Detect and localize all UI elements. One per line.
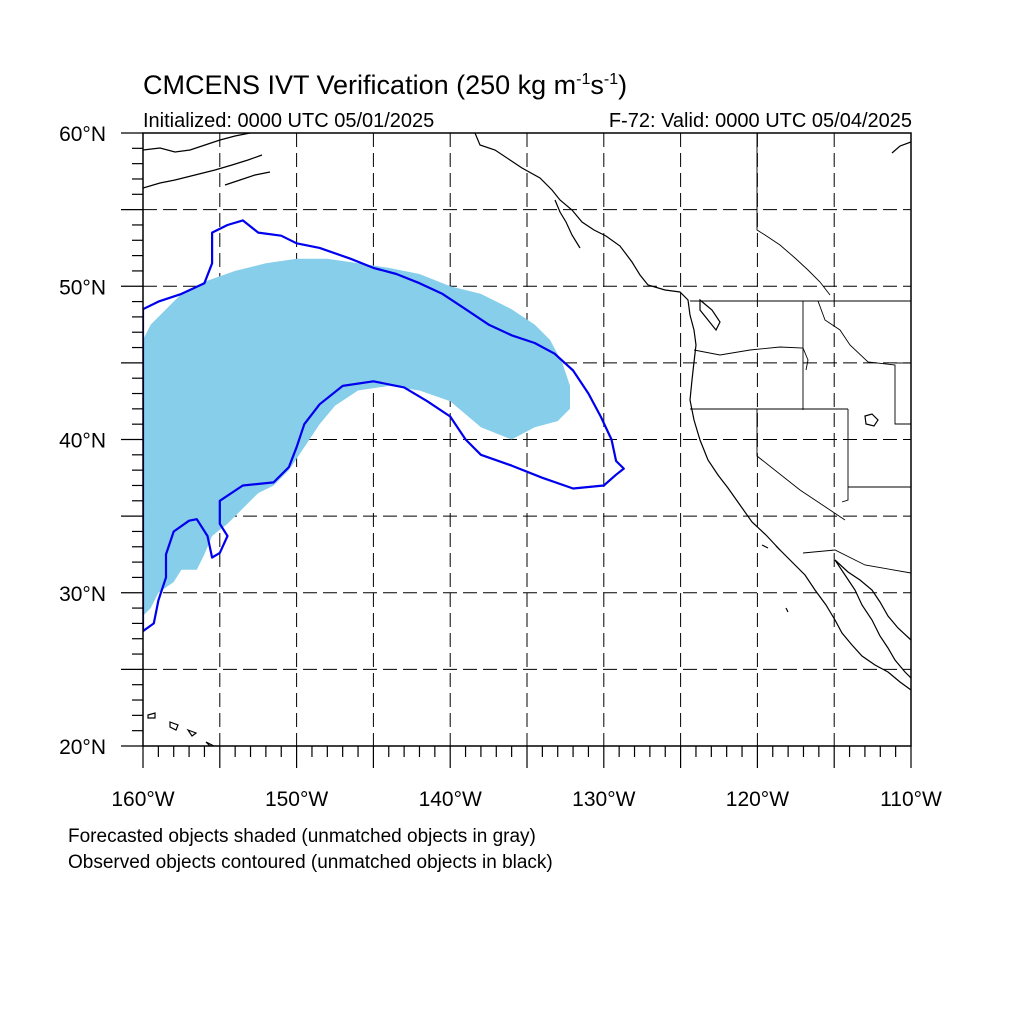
axis-ticks xyxy=(121,132,912,768)
border-nv-ca xyxy=(756,409,846,521)
coastlines xyxy=(143,133,911,746)
border-mt xyxy=(817,300,911,425)
observed-ivt-object xyxy=(143,219,625,633)
coastline-alaska xyxy=(143,133,251,153)
longitude-labels: 160°W 150°W 140°W 130°W 120°W 110°W xyxy=(111,788,942,811)
lon-label: 120°W xyxy=(726,788,789,811)
lon-label: 150°W xyxy=(265,788,328,811)
initialized-time: Initialized: 0000 UTC 05/01/2025 xyxy=(143,110,435,132)
chart-title: CMCENS IVT Verification (250 kg m-1s-1) xyxy=(143,70,628,100)
lat-label: 50°N xyxy=(59,276,106,299)
graticule xyxy=(143,133,911,746)
forecast-ivt-object xyxy=(143,258,570,616)
coastline-west-coast xyxy=(474,133,911,691)
lon-label: 130°W xyxy=(572,788,635,811)
lon-label: 160°W xyxy=(111,788,174,811)
latitude-labels: 20°N 30°N 40°N 50°N 60°N xyxy=(59,123,106,759)
lat-label: 40°N xyxy=(59,430,106,453)
lat-label: 60°N xyxy=(59,123,106,146)
border-wa-or xyxy=(693,346,809,371)
valid-time: F-72: Valid: 0000 UTC 05/04/2025 xyxy=(608,110,912,132)
border-ut xyxy=(841,409,849,503)
lat-label: 20°N xyxy=(59,736,106,759)
lon-label: 110°W xyxy=(880,788,942,811)
border-alaska-canada xyxy=(756,133,831,296)
coastline-baja xyxy=(834,559,911,679)
legend-forecast-note: Forecasted objects shaded (unmatched obj… xyxy=(68,826,536,847)
lat-label: 30°N xyxy=(59,583,106,606)
lon-label: 140°W xyxy=(419,788,482,811)
border-us-mexico xyxy=(802,549,911,574)
political-borders xyxy=(690,133,911,574)
coastline-hawaii xyxy=(147,712,156,719)
legend-observed-note: Observed objects contoured (unmatched ob… xyxy=(68,852,553,873)
